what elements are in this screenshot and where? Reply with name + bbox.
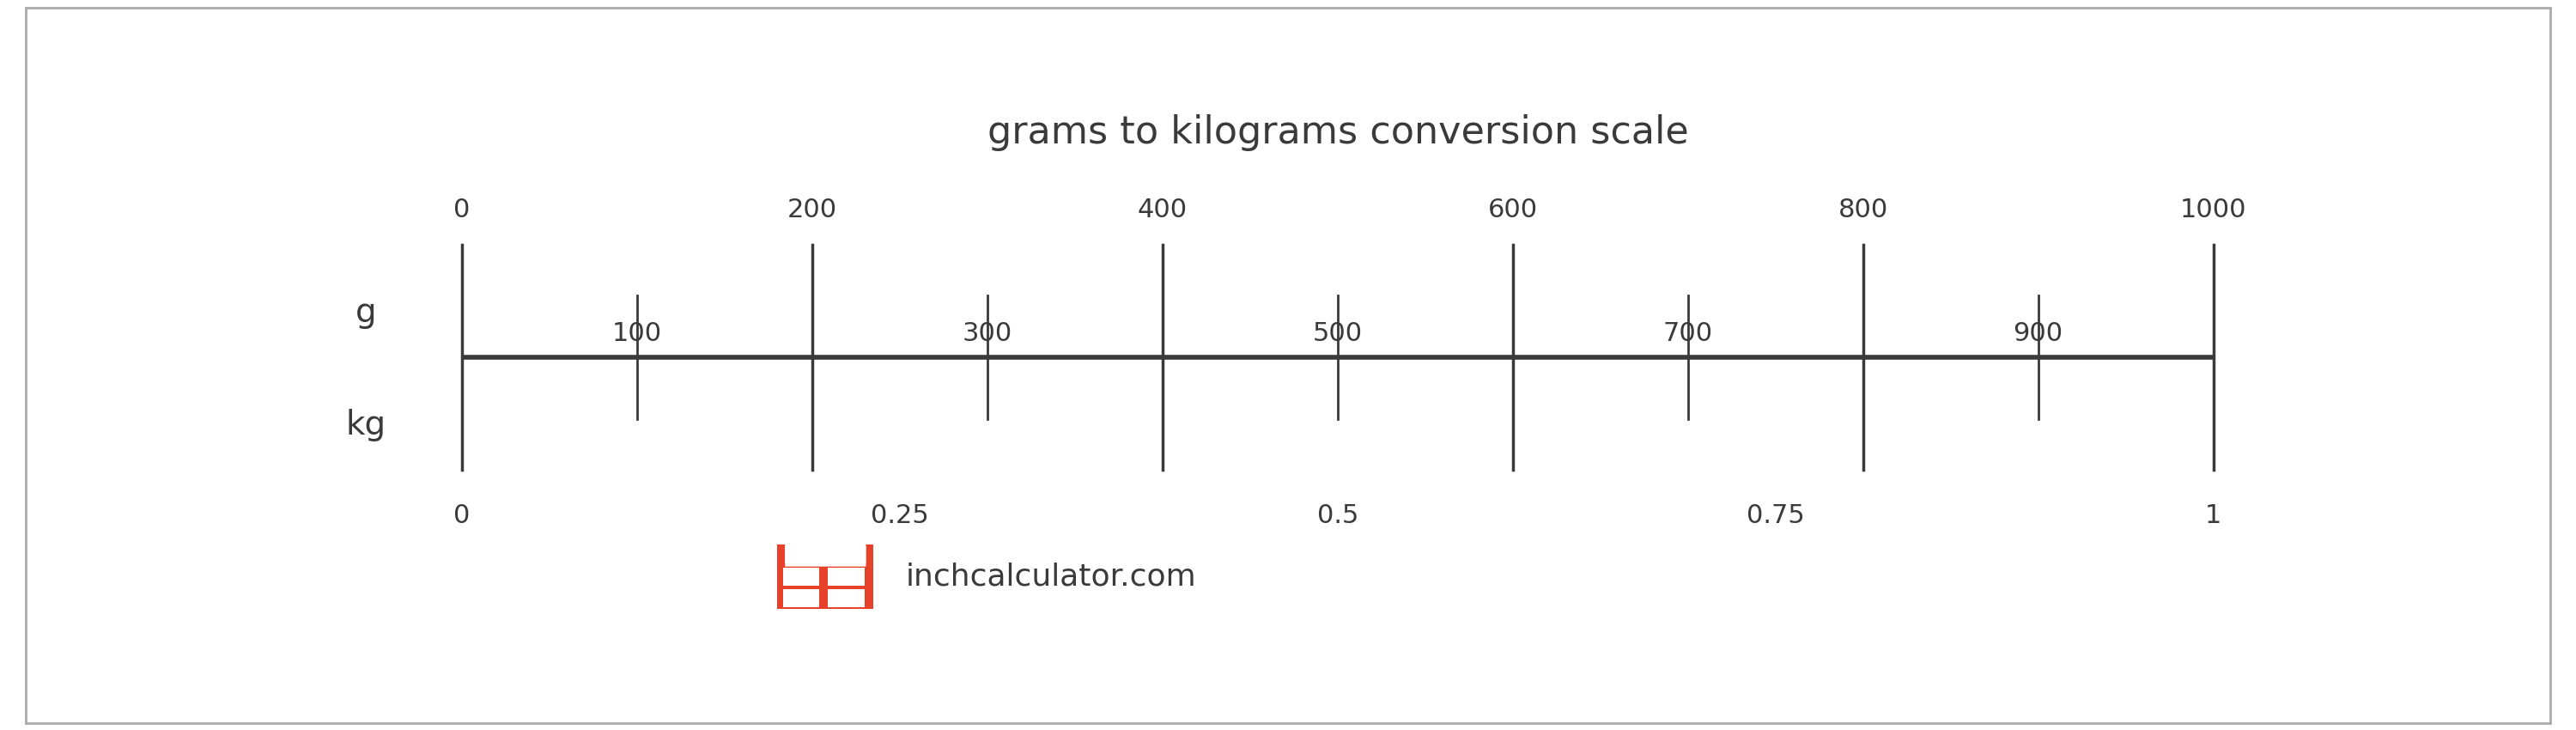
Text: kg: kg [345, 409, 386, 441]
Text: 0.5: 0.5 [1316, 504, 1358, 529]
Text: 300: 300 [963, 321, 1012, 346]
Text: 700: 700 [1664, 321, 1713, 346]
Bar [783, 567, 819, 585]
Text: 100: 100 [613, 321, 662, 346]
Text: 0.25: 0.25 [871, 504, 930, 529]
FancyBboxPatch shape [786, 545, 866, 566]
Text: 1000: 1000 [2179, 198, 2246, 223]
Text: 200: 200 [788, 198, 837, 223]
Text: 400: 400 [1139, 198, 1188, 223]
Text: 500: 500 [1314, 321, 1363, 346]
Bar [783, 589, 819, 607]
Text: 600: 600 [1489, 198, 1538, 223]
Text: 0: 0 [453, 198, 471, 223]
Text: g: g [355, 296, 376, 328]
Text: 900: 900 [2014, 321, 2063, 346]
Text: grams to kilograms conversion scale: grams to kilograms conversion scale [987, 114, 1687, 151]
Bar [827, 567, 866, 585]
Text: 0: 0 [453, 504, 471, 529]
Text: 1: 1 [2205, 504, 2221, 529]
Text: inchcalculator.com: inchcalculator.com [904, 562, 1195, 591]
Bar [778, 545, 873, 609]
FancyBboxPatch shape [786, 546, 866, 563]
Text: 800: 800 [1839, 198, 1888, 223]
Bar [827, 589, 866, 607]
Text: 0.75: 0.75 [1747, 504, 1806, 529]
